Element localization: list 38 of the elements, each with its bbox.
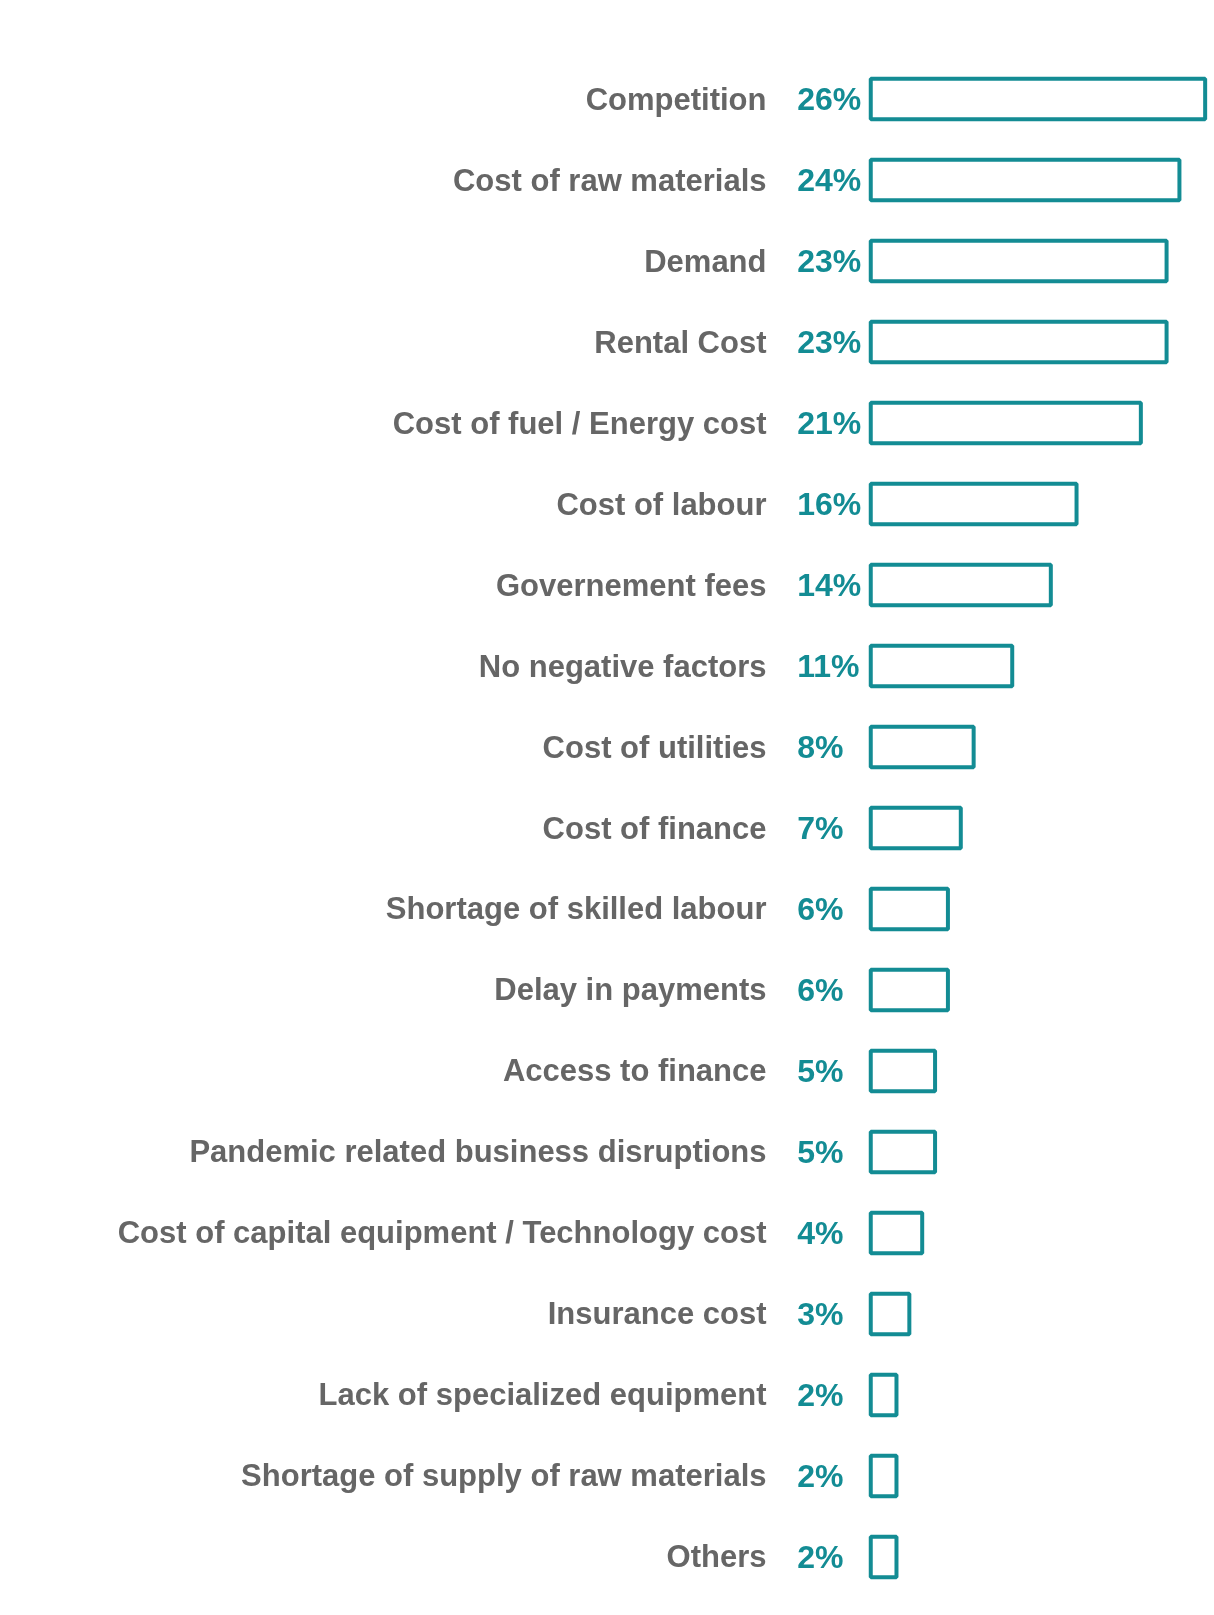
y-tick-label: Governement fees [496,567,767,603]
data-label: 11% [797,648,860,685]
y-tick-label: Competition [585,81,767,117]
data-label: 2% [797,1376,844,1413]
data-label: 5% [797,1052,844,1089]
y-tick-label: Cost of raw materials [452,162,767,198]
data-label: 2% [797,1457,844,1494]
y-tick-label: Cost of fuel / Energy cost [392,405,767,441]
y-tick-label: Pandemic related business disruptions [189,1134,767,1170]
data-label: 6% [797,890,844,927]
data-label: 3% [797,1295,844,1332]
data-label: 14% [797,567,862,604]
data-label: 21% [797,405,862,442]
data-label: 23% [797,324,862,361]
y-tick-label: Cost of utilities [542,729,767,765]
data-label: 16% [797,486,862,523]
y-tick-label: Demand [644,243,767,279]
data-label: 4% [797,1214,844,1251]
y-tick-label: Rental Cost [594,324,767,360]
y-tick-label: Lack of specialized equipment [318,1377,767,1413]
data-label: 8% [797,729,844,766]
y-tick-label: Shortage of supply of raw materials [241,1458,767,1494]
y-tick-label: Delay in payments [494,972,767,1008]
data-label: 23% [797,243,862,280]
y-tick-label: No negative factors [478,648,767,684]
data-label: 6% [797,971,844,1008]
data-label: 2% [797,1538,844,1575]
y-tick-label: Insurance cost [547,1296,767,1332]
data-label: 24% [797,162,862,199]
y-tick-label: Cost of capital equipment / Technology cost [117,1215,767,1251]
y-tick-label: Access to finance [502,1053,767,1089]
y-tick-label: Cost of labour [556,486,767,522]
y-tick-label: Cost of finance [542,810,767,846]
y-tick-label: Shortage of skilled labour [385,891,767,927]
data-label: 5% [797,1133,844,1170]
data-label: 26% [797,81,862,118]
y-tick-label: Others [666,1539,767,1575]
data-label: 7% [797,810,844,846]
